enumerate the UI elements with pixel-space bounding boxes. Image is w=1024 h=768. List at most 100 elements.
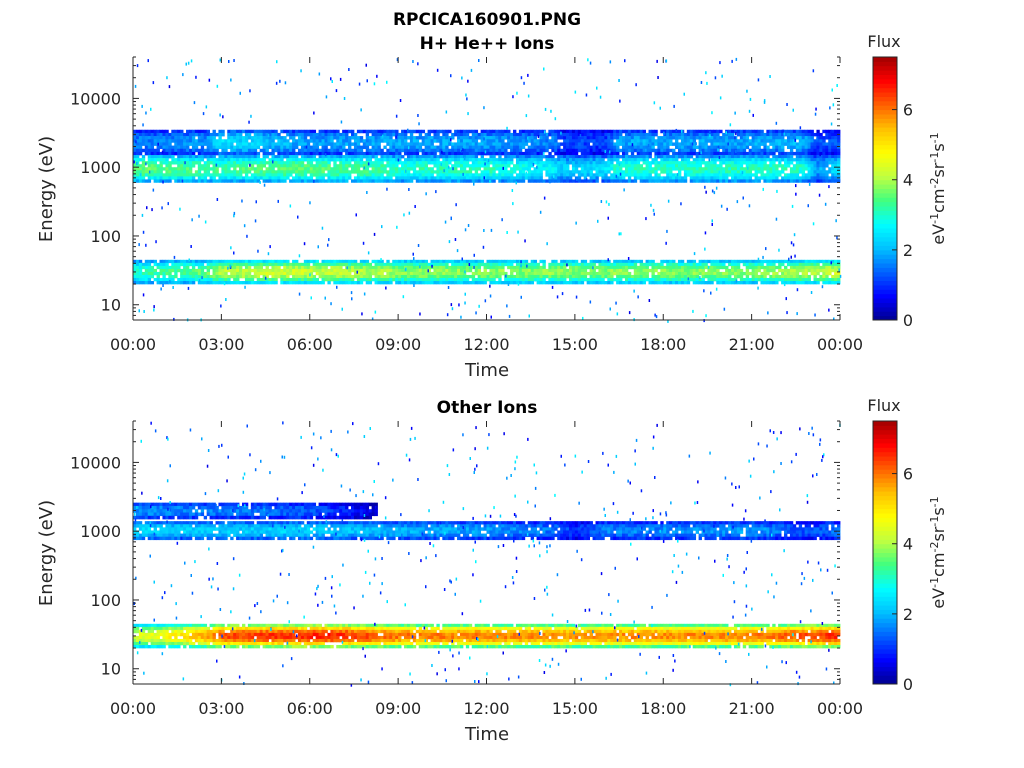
heatmap-cell (781, 136, 785, 140)
heatmap-cell (138, 167, 143, 171)
heatmap-cell (568, 161, 573, 165)
heatmap-cell (448, 151, 452, 156)
heatmap-cell (642, 129, 646, 134)
heatmap-cell (480, 271, 484, 276)
heatmap-cell (415, 142, 420, 146)
heatmap-cell (530, 158, 535, 162)
heatmap-cell (601, 145, 605, 150)
heatmap-cell (445, 161, 449, 165)
heatmap-cell (430, 173, 434, 177)
heatmap-cell (666, 161, 670, 165)
heatmap-cell (233, 170, 237, 174)
heatmap-cell (286, 132, 290, 137)
heatmap-cell (197, 170, 202, 174)
heatmap-cell (342, 262, 346, 267)
heatmap-cell (445, 259, 449, 264)
heatmap-cell (265, 268, 269, 273)
heatmap-cell (834, 142, 838, 146)
heatmap-cell (651, 167, 655, 171)
heatmap-cell (421, 161, 426, 165)
heatmap-cell (772, 164, 776, 168)
heatmap-cell (462, 151, 467, 156)
heatmap-cell (760, 161, 764, 165)
heatmap-cell (259, 259, 264, 264)
heatmap-cell (227, 176, 231, 180)
heatmap-cell (459, 262, 464, 267)
heatmap-cell (539, 164, 543, 168)
heatmap-cell (315, 281, 319, 285)
heatmap-cell (492, 271, 496, 276)
heatmap-cell (356, 148, 361, 153)
heatmap-cell (153, 268, 157, 273)
heatmap-cell (442, 179, 446, 183)
heatmap-cell (592, 148, 596, 153)
heatmap-cell (704, 155, 708, 159)
heatmap-cell (666, 179, 670, 183)
heatmap-cell (144, 151, 149, 156)
heatmap-cell (601, 262, 605, 267)
heatmap-cell (412, 142, 417, 146)
heatmap-cell (356, 277, 361, 282)
heatmap-cell (728, 170, 732, 174)
heatmap-cell (188, 176, 193, 180)
heatmap-cell (368, 170, 373, 174)
heatmap-cell (395, 167, 399, 171)
heatmap-cell (350, 151, 355, 156)
heatmap-cell (333, 148, 337, 153)
heatmap-cell (177, 148, 181, 153)
heatmap-cell (501, 164, 505, 168)
heatmap-cell (542, 274, 546, 279)
heatmap-cell (374, 167, 378, 171)
heatmap-cell (424, 139, 428, 143)
heatmap-cell (728, 148, 732, 153)
heatmap-cell (698, 151, 702, 156)
heatmap-cell (645, 161, 649, 165)
heatmap-cell (180, 167, 184, 171)
heatmap-cell (415, 265, 420, 270)
heatmap-cell (454, 145, 458, 150)
heatmap-cell (645, 158, 649, 162)
heatmap-cell (250, 129, 255, 134)
heatmap-cell (680, 139, 685, 143)
heatmap-cell (613, 277, 617, 282)
heatmap-cell (465, 136, 470, 140)
heatmap-cell (713, 129, 717, 134)
heatmap-cell (295, 173, 299, 177)
heatmap-cell (515, 142, 520, 146)
heatmap-cell (404, 167, 408, 171)
heatmap-cell (784, 179, 788, 183)
heatmap-cell (731, 139, 735, 143)
heatmap-cell (515, 167, 520, 171)
heatmap-cell (339, 271, 343, 276)
heatmap-cell (707, 148, 711, 153)
heatmap-cell (772, 155, 776, 159)
heatmap-cell (574, 136, 579, 140)
heatmap-cell (277, 136, 281, 140)
heatmap-cell (286, 129, 290, 134)
heatmap-cell (713, 167, 717, 171)
heatmap-cell (713, 158, 717, 162)
heatmap-cell (406, 164, 411, 168)
heatmap-cell (233, 161, 237, 165)
heatmap-cell (306, 274, 311, 279)
heatmap-cell (427, 148, 431, 153)
heatmap-cell (698, 173, 702, 177)
heatmap-cell (683, 167, 688, 171)
heatmap-cell (389, 132, 393, 137)
heatmap-cell (353, 167, 358, 171)
heatmap-cell (698, 164, 702, 168)
heatmap-cell (174, 148, 178, 153)
heatmap-cell (345, 271, 349, 276)
heatmap-cell (515, 281, 520, 285)
heatmap-cell (221, 151, 225, 156)
heatmap-cell (474, 277, 479, 282)
heatmap-cell (138, 179, 143, 183)
heatmap-cell (418, 277, 423, 282)
heatmap-cell (501, 170, 505, 174)
heatmap-cell (713, 155, 717, 159)
heatmap-cell (521, 142, 526, 146)
heatmap-cell (227, 167, 231, 171)
heatmap-cell (683, 145, 688, 150)
heatmap-cell (557, 151, 561, 156)
heatmap-cell (778, 158, 782, 162)
